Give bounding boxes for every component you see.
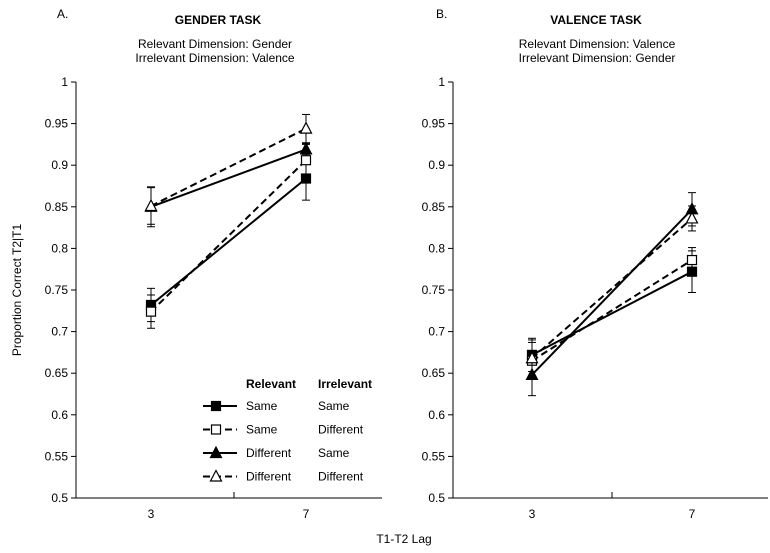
panel-b-ytick-label: 0.65 [422,366,446,380]
legend-relevant-label: Different [246,446,292,460]
y-axis-label: Proportion Correct T2|T1 [10,224,24,357]
panel-a-title: GENDER TASK [175,13,262,27]
panel-b-series-3 [525,192,699,397]
panel-b-ytick-label: 0.85 [422,200,446,214]
legend-irrelevant-label: Different [318,470,364,484]
panel-b-axes: 3 7 [452,82,768,521]
panel-b-data-point [685,211,699,224]
panel-a-ytick-label: 0.9 [51,158,68,172]
panel-b-label: B. [436,7,447,21]
panel-b-yticks: 1 0.95 0.9 0.85 0.8 0.75 0.7 0.65 0.6 0.55 0.5 [422,75,453,505]
panel-b-series-line [531,208,693,376]
panel-a-label: A. [57,7,68,21]
panel-a-series-2 [145,143,312,329]
panel-a-ytick-label: 0.75 [45,283,69,297]
legend-irrelevant-label: Different [318,423,364,437]
panel-b-ytick-label: 1 [438,75,445,89]
panel-b-ytick-label: 0.8 [428,241,445,255]
panel-a-ytick-label: 0.6 [51,408,68,422]
panel-b-series-line [531,270,693,356]
x-axis-label: T1-T2 Lag [376,532,431,546]
panel-a-ytick-label: 0.85 [45,200,69,214]
panel-b-ytick-label: 0.9 [428,158,445,172]
panel-a-series-3 [144,142,313,228]
panel-b-ytick-label: 0.75 [422,283,446,297]
legend-header-irrelevant: Irrelevant [318,377,372,391]
panel-a-series-line [150,177,307,306]
legend-row: Same Same [203,399,350,413]
panel-a-series-4 [144,113,313,225]
legend-marker-sample [210,400,222,412]
panel-b-subtitle-1: Relevant Dimension: Valence [519,37,676,51]
panel-a-series-1 [145,156,312,323]
panel-a-subtitle-2: Irrelevant Dimension: Valence [135,51,295,65]
legend-marker-sample [209,469,223,482]
panel-b-xtick-7: 7 [689,507,696,521]
panel-a-ytick-label: 0.8 [51,241,68,255]
panel-a-data-point [299,142,313,155]
legend-marker-sample [209,445,223,459]
panel-a-data-point [145,306,157,317]
legend-row: Different Different [203,469,364,484]
panel-b-data-point [686,254,698,266]
legend-relevant-label: Same [246,423,278,437]
legend-irrelevant-label: Same [318,399,350,413]
panel-a-yticks: 1 0.95 0.9 0.85 0.8 0.75 0.7 0.65 0.6 0.55 0.5 [45,75,76,505]
panel-a-ytick-label: 0.55 [45,449,69,463]
panel-b-ytick-label: 0.7 [428,325,445,339]
panel-b-ytick-label: 0.55 [422,449,446,463]
panel-b-ytick-label: 0.95 [422,117,446,131]
panel-a-plot [144,113,313,329]
panel-a-data-point [144,198,158,212]
panel-a-xtick-7: 7 [303,507,310,521]
panel-a-ytick-label: 0.7 [51,325,68,339]
panel-b-ytick-label: 0.6 [428,408,445,422]
panel-b-subtitle-2: Irrelevant Dimension: Gender [519,51,676,65]
legend-row: Same Different [203,423,364,437]
panel-b-title: VALENCE TASK [550,13,642,27]
panel-a-data-point [300,155,312,166]
panel-a-ytick-label: 0.65 [45,366,69,380]
legend-row: Different Same [203,445,350,460]
panel-a-data-point [299,121,313,134]
panel-b-series-line [531,259,693,362]
panel-a-series-line [150,159,307,313]
panel-b-series-line [531,217,693,359]
legend-relevant-label: Same [246,399,278,413]
legend-header-relevant: Relevant [246,377,296,391]
panel-a-ytick-label: 1 [61,75,68,89]
panel-a-ytick-label: 0.5 [51,491,68,505]
panel-b-plot [525,192,699,397]
legend-relevant-label: Different [246,470,292,484]
panel-b-data-point [525,350,539,364]
panel-a-series-line [150,127,307,207]
panel-b-xtick-3: 3 [529,507,536,521]
legend-irrelevant-label: Same [318,446,350,460]
panel-a-xtick-3: 3 [148,507,155,521]
panel-a-ytick-label: 0.95 [45,117,69,131]
panel-a-subtitle-1: Relevant Dimension: Gender [138,37,292,51]
panel-a-series-line [150,148,307,208]
legend-marker-sample [210,424,222,435]
panel-b-ytick-label: 0.5 [428,491,445,505]
panel-b-series-4 [525,205,699,378]
